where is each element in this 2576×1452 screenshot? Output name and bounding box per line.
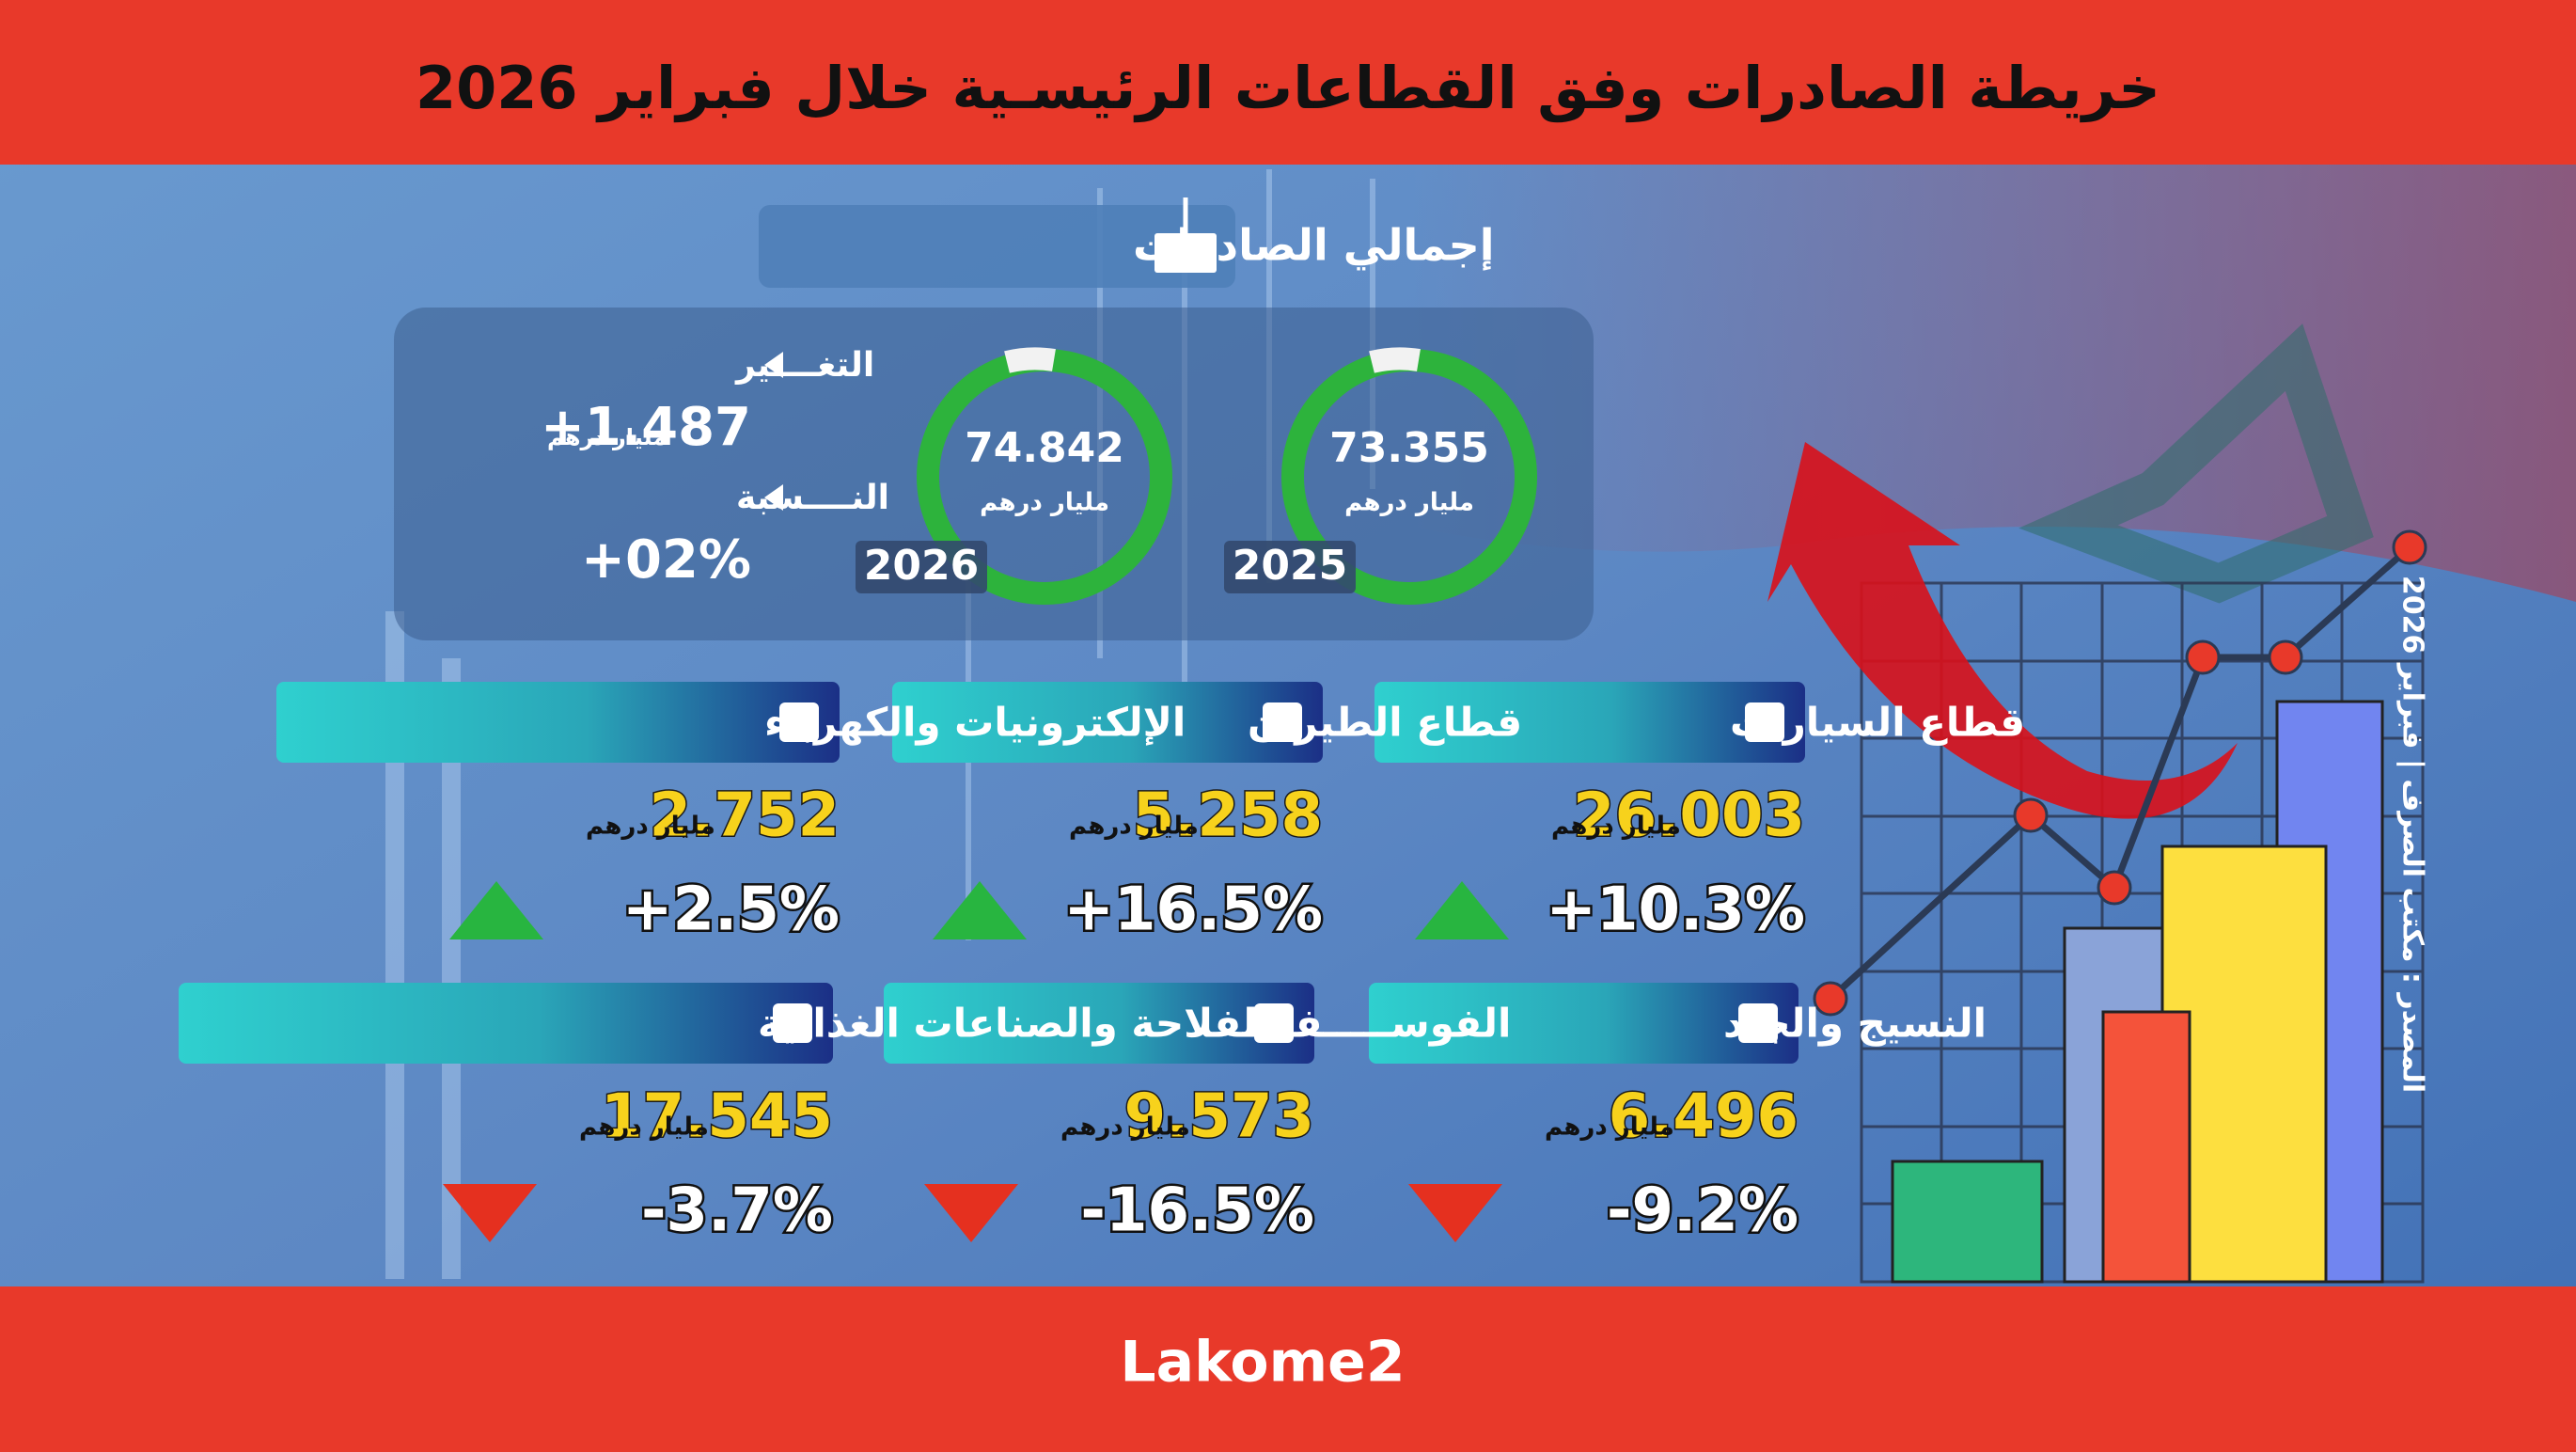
sector-unit: مليار درهم xyxy=(1551,813,1681,841)
sector-pill xyxy=(1369,983,1798,1064)
sector-name: الفلاحة والصناعات الغذائية xyxy=(758,1001,1270,1048)
sector-value: 6.496 xyxy=(1609,1082,1798,1152)
source: المصدر : مكتب الصرف | فبراير 2026 xyxy=(2396,576,2429,1093)
change-unit: مليار درهم xyxy=(547,424,667,450)
bullet-arrow xyxy=(764,352,783,378)
decorative-chart xyxy=(1767,442,2427,1284)
sector-icon xyxy=(1738,1003,1778,1043)
trend-down-arrow xyxy=(924,1184,1018,1242)
sector-value: 5.258 xyxy=(1133,781,1323,851)
trend-up-arrow xyxy=(933,881,1027,939)
brand: Lakome2 xyxy=(1120,1330,1405,1396)
donut-value: 74.842 xyxy=(965,424,1124,472)
sector-unit: مليار درهم xyxy=(1545,1113,1674,1142)
ratio-value: +02% xyxy=(581,529,751,591)
sector-pill xyxy=(892,682,1323,763)
header-bar xyxy=(0,0,2576,165)
sector-change: +2.5% xyxy=(622,876,840,945)
sector-icon xyxy=(779,702,819,742)
sector-pill xyxy=(276,682,840,763)
sector-value: 9.573 xyxy=(1124,1082,1314,1152)
year-box xyxy=(856,541,987,593)
donut-unit: مليار درهم xyxy=(1344,489,1474,517)
sector-value: 26.003 xyxy=(1573,781,1805,851)
sector-unit: مليار درهم xyxy=(1069,813,1199,841)
container-icon xyxy=(1154,197,1217,273)
change-value: +1.487 xyxy=(541,397,751,458)
sector-name: قطاع الطيران xyxy=(1248,700,1522,747)
sector-pill xyxy=(1374,682,1805,763)
sector-unit: مليار درهم xyxy=(579,1113,709,1142)
donut-gap xyxy=(1004,347,1056,373)
trend-up-arrow xyxy=(449,881,543,939)
total-label-pill xyxy=(759,205,1235,288)
sector-change: -9.2% xyxy=(1607,1176,1798,1246)
ratio-label: النــــسبة xyxy=(736,479,889,517)
sector-change: +16.5% xyxy=(1063,876,1323,945)
sector-name: النسيج والجلد xyxy=(1723,1001,1987,1048)
total-label: إجمالي الصادرات xyxy=(1133,220,1495,272)
sector-name: الإلكترونيات والكهرباء xyxy=(764,700,1186,747)
sector-unit: مليار درهم xyxy=(1060,1113,1190,1142)
year-label: 2026 xyxy=(864,542,979,590)
donut-gap xyxy=(1369,347,1421,373)
donut-unit: مليار درهم xyxy=(980,489,1109,517)
sector-icon xyxy=(1263,702,1302,742)
donut-value: 73.355 xyxy=(1329,424,1489,472)
trend-down-arrow xyxy=(1408,1184,1502,1242)
year-label: 2025 xyxy=(1233,542,1347,590)
sector-change: -3.7% xyxy=(641,1176,833,1246)
sector-name: قطاع السيارات xyxy=(1730,700,2025,746)
trend-up-arrow xyxy=(1415,881,1509,939)
flag-backdrop xyxy=(1410,165,2576,602)
sector-value: 2.752 xyxy=(650,781,840,851)
title: خريطة الصادرات وفق القطاعات الرئيسـية خل… xyxy=(416,54,2160,122)
flag-star xyxy=(2018,324,2374,604)
sector-pill xyxy=(884,983,1314,1064)
sector-icon xyxy=(773,1003,812,1043)
sector-unit: مليار درهم xyxy=(586,813,715,841)
sector-value: 17.545 xyxy=(601,1082,833,1152)
sector-change: -16.5% xyxy=(1080,1176,1314,1246)
trend-down-arrow xyxy=(443,1184,537,1242)
year-box xyxy=(1224,541,1356,593)
sector-change: +10.3% xyxy=(1546,876,1805,945)
footer-bar xyxy=(0,1286,2576,1452)
sector-icon xyxy=(1254,1003,1294,1043)
sector-name: الفوســـــفاط xyxy=(1239,1001,1511,1048)
change-label: التغــــير xyxy=(734,346,874,385)
sector-icon xyxy=(1745,702,1784,742)
sector-pill xyxy=(179,983,833,1064)
bullet-arrow xyxy=(764,484,783,511)
